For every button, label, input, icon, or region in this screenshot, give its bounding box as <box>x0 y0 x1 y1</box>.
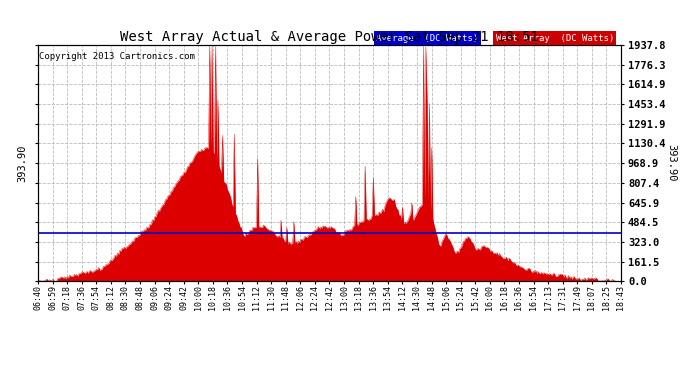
Y-axis label: 393.90: 393.90 <box>667 144 677 182</box>
Y-axis label: 393.90: 393.90 <box>17 144 28 182</box>
Text: Copyright 2013 Cartronics.com: Copyright 2013 Cartronics.com <box>39 52 195 61</box>
Title: West Array Actual & Average Power Sat Sep 21 18:51: West Array Actual & Average Power Sat Se… <box>120 30 539 44</box>
Text: West Array  (DC Watts): West Array (DC Watts) <box>495 34 614 43</box>
Text: Average  (DC Watts): Average (DC Watts) <box>376 34 478 43</box>
